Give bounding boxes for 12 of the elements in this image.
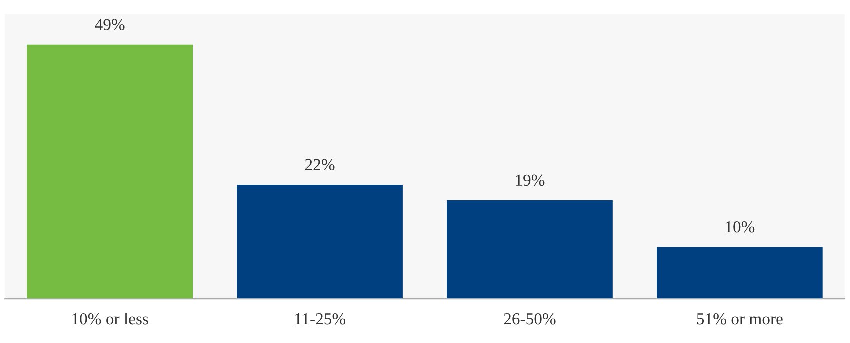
- bar: [237, 184, 403, 300]
- bar: [656, 247, 823, 300]
- x-tick-label: 26-50%: [504, 313, 556, 325]
- data-label: 10%: [726, 221, 755, 233]
- bar: [27, 44, 194, 300]
- data-label: 22%: [305, 159, 335, 171]
- data-label: 19%: [516, 174, 545, 186]
- x-tick-label: 51% or more: [697, 313, 783, 325]
- x-tick-label: 11-25%: [295, 313, 346, 325]
- data-label: 49%: [95, 19, 125, 30]
- x-tick-label: 10% or less: [72, 312, 148, 325]
- bar: [447, 200, 613, 300]
